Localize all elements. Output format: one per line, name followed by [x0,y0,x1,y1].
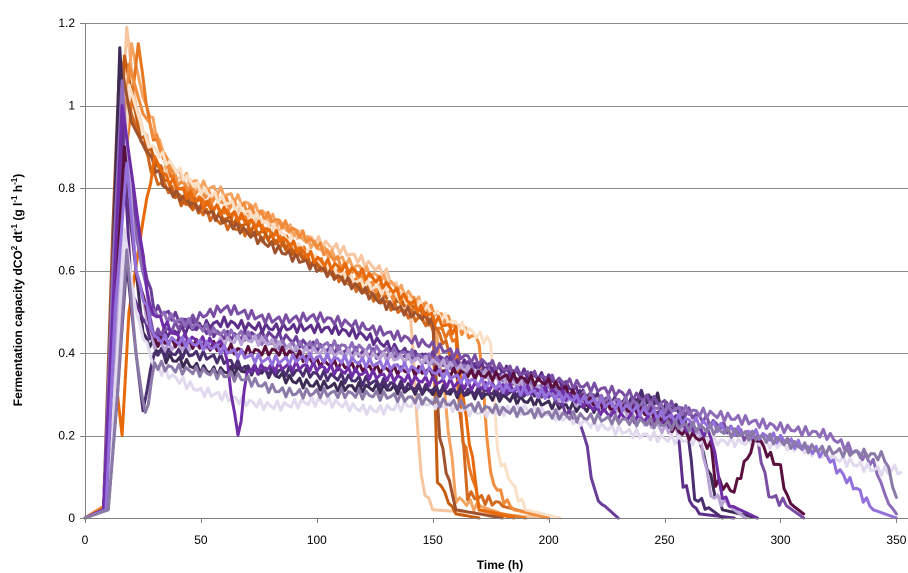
series-line [83,161,898,520]
y-axis-title: Fermentation capacity dCO2 dt-1 (g l-1 h… [10,174,25,407]
y-axis-title-part: 2 [10,245,19,250]
y-axis-title-part: -1 [10,177,19,185]
series-line [83,154,516,520]
y-axis-title-part: h [11,185,25,196]
axes [80,23,908,523]
y-axis-title-part: -1 [10,195,19,203]
x-tick-label: 100 [307,533,327,547]
y-axis-title-part: -1 [10,223,19,231]
x-tick-label: 200 [539,533,559,547]
y-axis-title-part: dt [11,231,25,246]
y-tick-label: 0.2 [58,429,75,443]
series-lines [83,25,903,520]
series-line [83,104,759,520]
series-line [83,79,898,520]
y-tick-label: 0.8 [58,181,75,195]
x-tick-label: 250 [655,533,675,547]
series-line [83,46,759,520]
x-tick-label: 300 [770,533,790,547]
y-axis-title-part: (g l [11,203,25,224]
y-tick-label: 1.2 [58,16,75,30]
x-tick-label: 150 [423,533,443,547]
y-axis-title-part: ) [11,174,25,178]
x-axis-title: Time (h) [477,558,523,572]
y-tick-label: 0.6 [58,264,75,278]
x-tick-label: 350 [886,533,906,547]
series-line [83,42,527,520]
series-line [83,42,527,520]
y-tick-labels: 0 0.2 0.4 0.6 0.8 1 1.2 [58,16,75,525]
x-tick-labels: 0 50 100 150 200 250 300 350 [82,533,907,547]
y-tick-label: 0.4 [58,346,75,360]
x-tick-label: 50 [194,533,208,547]
y-tick-label: 1 [68,99,75,113]
series-line [83,248,898,520]
x-tick-label: 0 [82,533,89,547]
y-axis-title-part: Fermentation capacity dCO [11,250,25,406]
y-tick-label: 0 [68,511,75,525]
series-line [83,54,504,520]
series-line [83,62,551,520]
